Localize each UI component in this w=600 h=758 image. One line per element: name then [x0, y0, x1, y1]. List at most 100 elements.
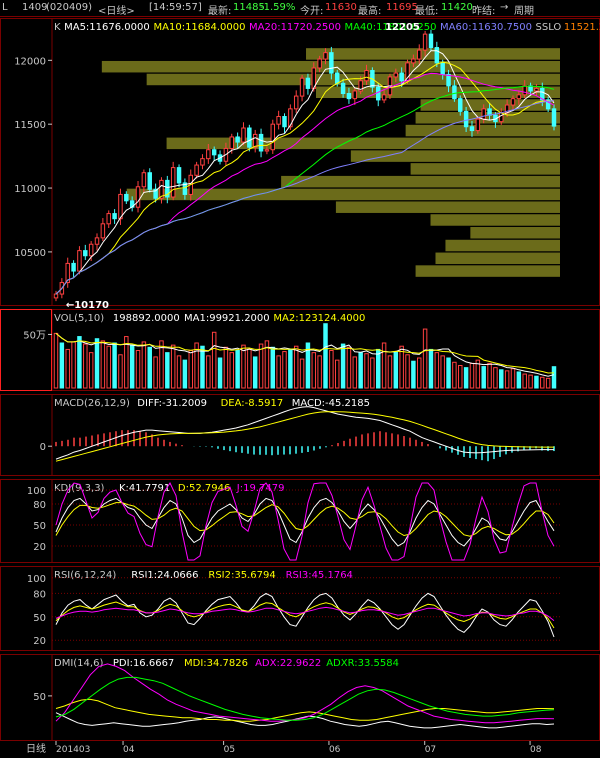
price-legend-7: 11521.2500	[564, 22, 600, 33]
volume-bar	[53, 332, 59, 389]
volume-bar	[516, 371, 522, 389]
date-tick-label: 04	[123, 745, 135, 755]
volume-profile-bar	[410, 163, 560, 175]
candle-body	[211, 149, 217, 156]
rsi2-line	[55, 601, 555, 629]
change-percent: -1.59%	[260, 2, 296, 13]
candle-body	[288, 108, 293, 128]
candle-body	[340, 82, 346, 95]
ma60-line	[55, 100, 555, 295]
volume-bar	[370, 357, 375, 389]
volume-bar	[276, 355, 281, 389]
candle-body	[252, 133, 258, 148]
candle-body	[522, 85, 527, 96]
volume-bar	[217, 357, 223, 389]
volume-bar	[458, 365, 463, 389]
volume-bar	[481, 366, 486, 389]
volume-bar	[299, 358, 305, 389]
volume-bar	[65, 348, 70, 389]
candle-body	[317, 58, 322, 69]
volume-profile-bar	[315, 86, 560, 98]
candle-body	[305, 77, 311, 89]
candle-body	[299, 77, 305, 97]
latest-label: 最新:	[208, 6, 232, 17]
candle-body	[94, 237, 100, 245]
arrow-icon[interactable]: →	[500, 2, 509, 13]
volume-bar	[545, 377, 551, 389]
volume-ma2-line	[55, 333, 555, 374]
volume-profile-bar	[146, 73, 560, 86]
price-annotation: 12205	[385, 22, 420, 33]
candle-body	[282, 116, 287, 128]
macd-dea-line	[55, 411, 554, 462]
volume-bar	[393, 351, 399, 389]
rsi-tick-label: 100	[27, 574, 46, 585]
price-legend-6: SSLO	[536, 22, 562, 33]
candle-body	[516, 94, 522, 100]
volume-bar	[241, 344, 246, 389]
volume-bar	[504, 370, 510, 389]
low-label: 最低:	[415, 6, 439, 17]
candle-body	[534, 87, 539, 92]
volume-bar	[387, 355, 393, 389]
volume-profile-bar	[415, 112, 560, 124]
volume-bar	[94, 338, 100, 389]
cycle-button[interactable]: 周期	[514, 6, 534, 17]
price-legend-2: MA10:11684.0000	[154, 22, 246, 33]
candle-body	[346, 93, 352, 100]
high-price: 11695	[386, 2, 418, 13]
price-legend-1: MA5:11676.0000	[64, 22, 150, 33]
rsi-tick-label: 50	[33, 613, 46, 624]
volume-bar	[293, 345, 299, 389]
volume-bar	[305, 342, 311, 389]
volume-profile-bar	[166, 137, 560, 150]
candle-body	[434, 47, 440, 64]
volume-axis-highlight	[0, 309, 52, 391]
candle-body	[422, 33, 428, 51]
volume-bar	[106, 345, 111, 389]
candle-body	[481, 108, 486, 120]
volume-bar	[446, 357, 451, 389]
rsi-tick-label: 20	[33, 636, 46, 647]
price-tick-label: 10500	[14, 248, 46, 259]
volume-bar	[264, 340, 270, 389]
volume-bar	[170, 344, 176, 389]
candle-body	[182, 182, 188, 195]
date-tick-label: 06	[329, 745, 341, 755]
volume-profile-bar	[430, 214, 560, 226]
candle-body	[323, 52, 328, 60]
dmi-legend-1: PDI:16.6667	[113, 658, 174, 669]
volume-bar	[118, 354, 123, 389]
date-tick-label: 08	[530, 745, 542, 755]
open-price: 11630	[325, 2, 357, 13]
volume-bar	[340, 343, 346, 389]
volume-bar	[165, 352, 170, 389]
volume-bar	[124, 336, 129, 389]
volume-bar	[452, 361, 457, 389]
volume-bar	[71, 341, 76, 389]
date-tick-label: 07	[425, 745, 436, 755]
volume-bar	[129, 344, 135, 389]
volume-bar	[493, 367, 498, 389]
volume-bar	[100, 340, 106, 389]
candle-body	[270, 123, 276, 151]
volume-bar	[153, 356, 158, 389]
volume-bar	[463, 367, 469, 389]
high-label: 最高:	[358, 6, 382, 17]
macd-diff-line	[55, 406, 554, 460]
candle-body	[229, 136, 235, 149]
volume-bar	[428, 348, 434, 389]
volume-bar	[252, 356, 258, 389]
quote-time: [14:59:57]	[149, 2, 202, 13]
dmi-mdi-line	[55, 698, 555, 722]
candle-body	[499, 112, 504, 123]
kdj-k-line	[55, 497, 555, 547]
candle-body	[463, 110, 469, 128]
candle-body	[141, 172, 147, 188]
volume-legend-1: 198892.0000	[113, 313, 180, 324]
candle-body	[200, 158, 205, 166]
price-tick-label: 11500	[14, 120, 46, 131]
volume-bar	[375, 348, 381, 389]
period-label[interactable]: <日线>	[98, 6, 135, 17]
